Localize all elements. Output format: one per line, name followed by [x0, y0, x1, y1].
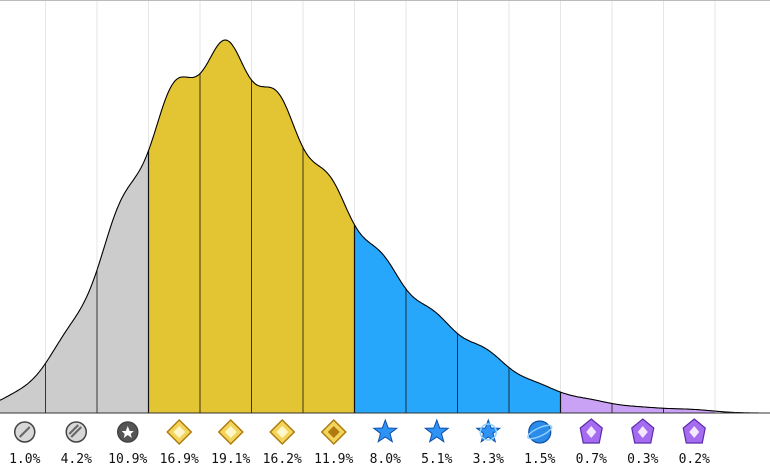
percent-label: 16.9%: [160, 452, 199, 467]
blue-star-2-icon: [423, 418, 450, 443]
percent-label: 4.2%: [61, 452, 92, 467]
percent-label: 10.9%: [108, 452, 147, 467]
silver-star-icon: [117, 421, 139, 443]
blue-globe-icon: [527, 420, 553, 444]
purple-tier-area: [560, 392, 715, 413]
percent-label: 3.3%: [473, 452, 504, 467]
percent-label: 0.3%: [627, 452, 658, 467]
percent-label: 8.0%: [370, 452, 401, 467]
silver-2-icon: [65, 421, 87, 443]
percent-label: 0.7%: [576, 452, 607, 467]
percent-label: 16.2%: [263, 452, 302, 467]
tier-areas: [0, 40, 715, 413]
blue-star-1-icon: [372, 418, 399, 443]
purple-gem-1-icon: [579, 418, 603, 444]
bin-dividers: [45, 73, 664, 413]
percent-labels: 1.0% 4.2% 10.9% 16.9% 19.1% 16.2% 11.9% 8.0% 5.1…: [9, 452, 710, 467]
blue-star-ring-icon: [475, 418, 502, 443]
percent-label: 11.9%: [314, 452, 353, 467]
silver-tier-area: [0, 150, 149, 413]
gold-diamond-2-icon: [217, 418, 244, 446]
percent-label: 1.5%: [524, 452, 555, 467]
percent-label: 0.2%: [679, 452, 710, 467]
percent-label: 19.1%: [211, 452, 250, 467]
gold-star-icon: [320, 418, 347, 446]
gold-diamond-1-icon: [166, 418, 193, 446]
percent-label: 1.0%: [9, 452, 40, 467]
silver-1-icon: [14, 421, 36, 443]
gold-diamond-3-icon: [269, 418, 296, 446]
purple-gem-2-icon: [631, 418, 655, 444]
rank-icons: [14, 418, 706, 446]
purple-gem-crown-icon: [682, 418, 706, 444]
distribution-outline: [0, 39, 770, 414]
percent-label: 5.1%: [421, 452, 452, 467]
